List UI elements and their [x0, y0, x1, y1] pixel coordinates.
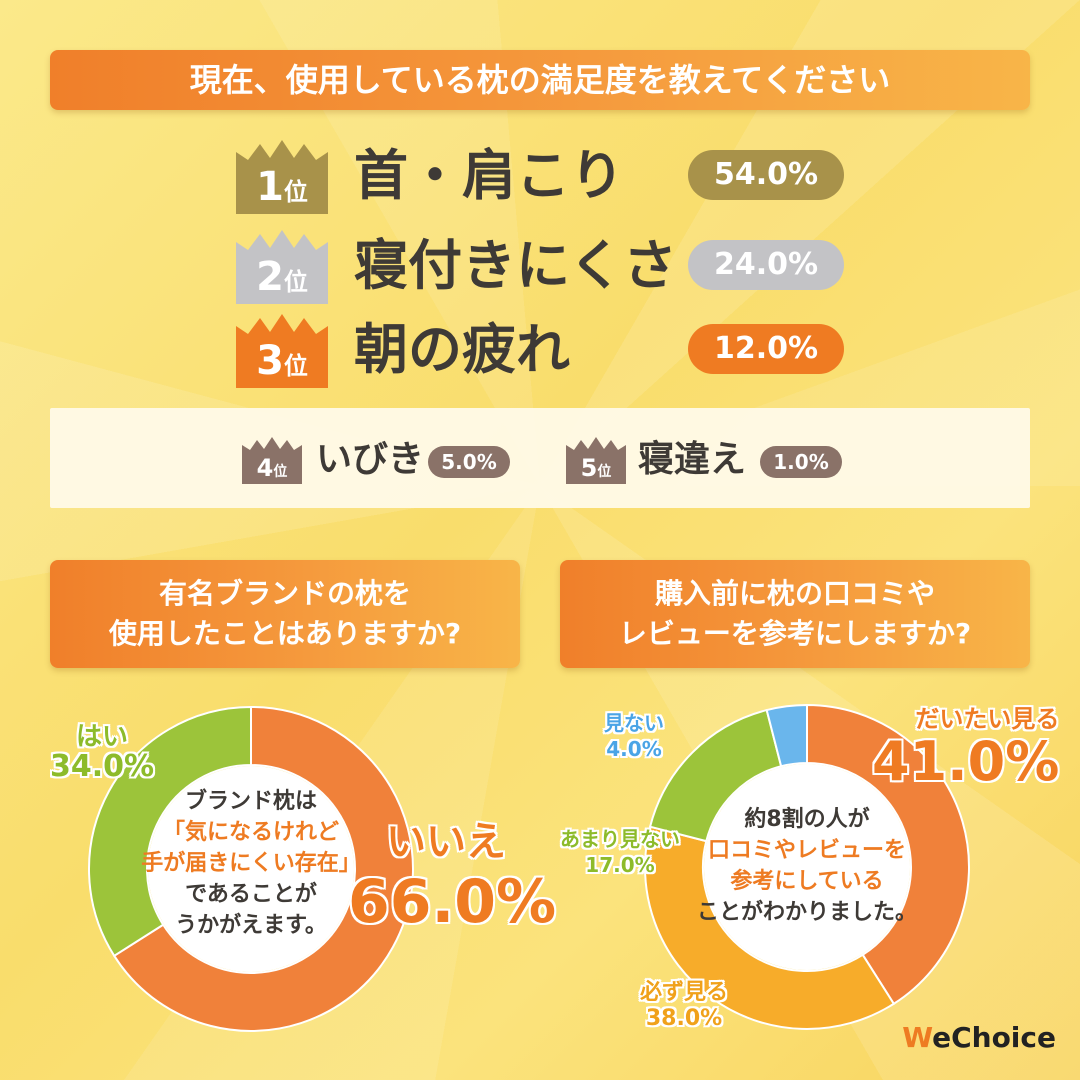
rank-label-1: 首・肩こり — [354, 144, 624, 207]
slice-label-rarely-see-name: あまり見ない — [560, 827, 680, 851]
donut-slice-yes — [88, 705, 252, 958]
question2-note-line-3: 手が届きにくい存在」 — [141, 851, 361, 876]
rank-number-5: 5 — [580, 454, 598, 482]
question3-banner: 購入前に枕の口コミや レビューを参考にしますか? — [560, 560, 1030, 668]
rank-percent-4: 5.0% — [428, 446, 510, 478]
rank-number-4: 4 — [256, 454, 274, 482]
main-title: 現在、使用している枕の満足度を教えてください — [189, 61, 891, 99]
slice-label-mostly-see: だいたい見る 41.0% — [872, 704, 1059, 790]
logo-text: eChoice — [932, 1021, 1056, 1054]
donut-slice-mostly-see — [806, 703, 970, 1006]
wechoice-logo: WeChoice — [902, 1021, 1056, 1054]
slice-label-mostly-see-name: だいたい見る — [915, 705, 1060, 733]
rank-number-1: 1 — [256, 164, 284, 210]
rank-suffix-3: 位 — [283, 352, 308, 380]
rank-suffix-2: 位 — [283, 268, 308, 296]
main-title-banner: 現在、使用している枕の満足度を教えてください — [50, 50, 1030, 110]
rank-suffix-5: 位 — [597, 464, 612, 480]
question2-banner: 有名ブランドの枕を 使用したことはありますか? — [50, 560, 520, 668]
rank-row-1: 1位 首・肩こり 54.0% — [236, 138, 856, 218]
slice-label-rarely-see-value: 17.0% — [585, 853, 655, 877]
rank-label-2: 寝付きにくさ — [354, 234, 677, 297]
slice-label-no-name: いいえ — [386, 819, 506, 865]
question3-title-line-1: 購入前に枕の口コミや — [654, 577, 935, 610]
question3-center-note: 約8割の人が 口コミやレビューを 参考にしている ことがわかりました。 — [697, 804, 917, 928]
slice-label-mostly-see-value: 41.0% — [872, 730, 1060, 793]
slice-label-always-see-name: 必ず見る — [640, 980, 729, 1005]
rank-percent-2: 24.0% — [688, 240, 844, 290]
donut-center-hole — [148, 766, 354, 972]
question3-note-line-2: 口コミやレビューを — [707, 838, 906, 863]
rank-row-2: 2位 寝付きにくさ 24.0% — [236, 228, 856, 308]
question3-title-line-2: レビューを参考にしますか? — [618, 617, 972, 650]
crown-icon-rank-3: 3位 — [236, 312, 328, 388]
rank-suffix-1: 位 — [283, 178, 308, 206]
rank-percent-5: 1.0% — [760, 446, 842, 478]
donut-slice-no — [112, 705, 414, 1032]
slice-label-yes-name: はい — [76, 722, 129, 752]
minor-ranking-box: 4位 いびき 5.0% 5位 寝違え 1.0% — [50, 408, 1030, 508]
slice-label-rarely-see: あまり見ない 17.0% — [560, 826, 680, 878]
question2-title-line-2: 使用したことはありますか? — [108, 617, 462, 650]
crown-icon-rank-5: 5位 — [566, 436, 626, 484]
slice-label-not-see-value: 4.0% — [606, 737, 662, 761]
question3-note-line-3: 参考にしている — [730, 869, 884, 894]
rank-label-4: いびき — [316, 439, 425, 480]
question2-center-note: ブランド枕は 「気になるけれど 手が届きにくい存在」 であることが うかがえます… — [136, 786, 366, 941]
question3-note-line-4: ことがわかりました。 — [697, 900, 918, 925]
slice-label-yes-value: 34.0% — [50, 749, 155, 784]
logo-mark: W — [902, 1021, 933, 1054]
question2-note-line-4: であることが — [185, 882, 317, 907]
question2-note-line-2: 「気になるけれど — [162, 820, 339, 845]
rank-percent-3: 12.0% — [688, 324, 844, 374]
donut-center-hole — [704, 764, 910, 970]
question2-title-line-1: 有名ブランドの枕を — [158, 577, 411, 610]
slice-label-always-see: 必ず見る 38.0% — [640, 980, 728, 1032]
slice-label-no-value: 66.0% — [348, 867, 557, 937]
donut-slice-always-see — [644, 825, 896, 1030]
donut-chart-review-reference — [644, 703, 970, 1030]
donut-chart-brand-pillow — [88, 705, 414, 1032]
rank-suffix-4: 位 — [273, 464, 288, 480]
question2-note-line-1: ブランド枕は — [184, 789, 317, 814]
rank-label-5: 寝違え — [638, 439, 747, 480]
slice-label-always-see-value: 38.0% — [645, 1006, 723, 1031]
question2-note-line-5: うかがえます。 — [175, 913, 327, 938]
slice-label-not-see-name: 見ない — [604, 711, 664, 735]
crown-icon-rank-1: 1位 — [236, 138, 328, 214]
rank-number-3: 3 — [256, 338, 284, 384]
rank-percent-1: 54.0% — [688, 150, 844, 200]
slice-label-yes: はい 34.0% — [50, 722, 154, 782]
question3-note-line-1: 約8割の人が — [744, 807, 870, 832]
rank-row-3: 3位 朝の疲れ 12.0% — [236, 312, 856, 392]
slice-label-no: いいえ 66.0% — [348, 812, 556, 932]
crown-icon-rank-4: 4位 — [242, 436, 302, 484]
donut-slice-not-see — [765, 703, 808, 768]
rank-label-3: 朝の疲れ — [354, 318, 570, 381]
slice-label-not-see: 見ない 4.0% — [604, 710, 664, 762]
rank-number-2: 2 — [256, 254, 284, 300]
crown-icon-rank-2: 2位 — [236, 228, 328, 304]
